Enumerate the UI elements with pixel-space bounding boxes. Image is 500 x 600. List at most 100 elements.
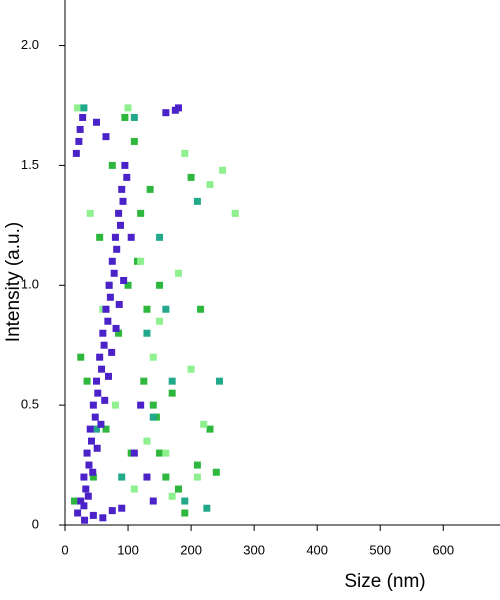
point (87, 437, 95, 445)
point (108, 161, 116, 169)
point (181, 509, 189, 517)
point (93, 118, 101, 126)
point (111, 401, 119, 409)
point (193, 197, 201, 205)
point (105, 372, 112, 380)
point (77, 353, 85, 361)
point (76, 125, 84, 133)
point (156, 281, 164, 289)
point (143, 329, 151, 337)
point (149, 413, 157, 421)
point (91, 413, 99, 421)
point (146, 185, 154, 193)
point (86, 425, 94, 433)
point (102, 133, 110, 141)
point (168, 389, 176, 397)
point (93, 377, 101, 385)
point (102, 305, 110, 313)
point (72, 149, 80, 157)
point (137, 401, 145, 409)
point (70, 497, 78, 505)
point (143, 473, 151, 481)
point (118, 504, 126, 512)
point (156, 317, 164, 325)
y-axis-label: Intensity (a.u.) (3, 222, 24, 342)
point (106, 293, 114, 301)
point (181, 149, 189, 157)
point (94, 389, 102, 397)
y-tick-label: 1.5 (21, 157, 39, 172)
point (156, 449, 164, 457)
point (174, 104, 182, 112)
point (81, 516, 89, 524)
point (108, 257, 116, 265)
point (200, 420, 208, 428)
point (124, 281, 132, 289)
point (108, 348, 116, 356)
point (83, 449, 91, 457)
point (83, 377, 91, 385)
point (130, 485, 138, 493)
point (98, 365, 106, 373)
point (112, 324, 120, 332)
point (119, 197, 127, 205)
point (127, 233, 135, 241)
point (121, 161, 129, 169)
point (89, 473, 97, 481)
point (130, 137, 138, 145)
point (162, 473, 170, 481)
point (120, 276, 128, 284)
point (96, 353, 104, 361)
point (113, 245, 121, 253)
x-tick-label: 400 (306, 542, 328, 557)
point (99, 329, 107, 337)
point (206, 425, 214, 433)
point (206, 181, 214, 189)
y-tick-label: 1.0 (21, 277, 39, 292)
point (77, 497, 85, 505)
point (168, 492, 176, 500)
point (111, 233, 119, 241)
point (93, 444, 101, 452)
point (116, 221, 124, 229)
point (181, 497, 189, 505)
point (89, 511, 97, 519)
point (118, 185, 126, 193)
point (193, 473, 201, 481)
point (110, 269, 118, 277)
point (174, 269, 182, 277)
point (124, 104, 132, 112)
point (137, 257, 145, 265)
point (80, 104, 88, 112)
point (187, 365, 195, 373)
point (212, 468, 220, 476)
point (123, 173, 131, 181)
x-axis-label: Size (nm) (344, 571, 425, 592)
point (104, 317, 112, 325)
point (93, 425, 101, 433)
x-tick-label: 100 (117, 542, 139, 557)
point (121, 113, 129, 121)
point (96, 233, 104, 241)
point (137, 209, 145, 217)
x-tick-label: 500 (369, 542, 391, 557)
y-tick-label: 2.0 (21, 37, 39, 52)
point (115, 300, 123, 308)
point (162, 109, 170, 117)
point (85, 461, 93, 469)
point (215, 377, 223, 385)
point (168, 377, 176, 385)
point (203, 504, 211, 512)
point (187, 173, 195, 181)
point (74, 104, 82, 112)
point (162, 449, 170, 457)
point (156, 233, 164, 241)
point (174, 485, 182, 493)
point (89, 401, 97, 409)
point (74, 509, 82, 517)
point (140, 377, 148, 385)
point (149, 497, 157, 505)
y-tick-label: 0.5 (21, 397, 39, 412)
point (89, 468, 97, 476)
